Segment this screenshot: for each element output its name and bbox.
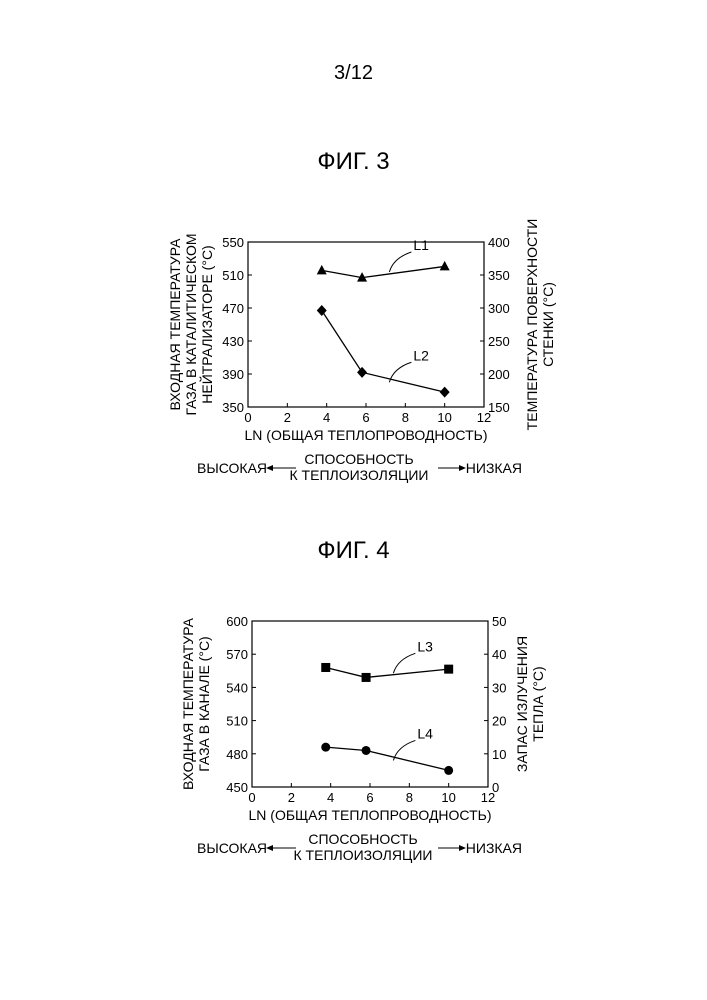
y-right-axis-label: СТЕНКИ (°C) <box>540 282 556 367</box>
x-tick-label: 4 <box>327 790 334 805</box>
x-tick-label: 0 <box>248 790 255 805</box>
figure-3-chart: 0 2 4 6 8 10 12 350 390 430 470 510 550 150 200 250 300 3… <box>167 219 556 483</box>
high-arrow-head <box>266 465 273 471</box>
x-axis-label: LN (ОБЩАЯ ТЕПЛОПРОВОДНОСТЬ) <box>245 427 488 443</box>
insulation-high-label: ВЫСОКАЯ <box>197 840 267 856</box>
y-right-tick-label: 40 <box>492 647 506 662</box>
y-left-tick-label: 480 <box>226 747 248 762</box>
figure-4-chart: 0 2 4 6 8 10 12 450 480 510 540 570 600 0 10 20 30 40 50 LN… <box>180 614 546 863</box>
y-left-axis-label: ВХОДНАЯ ТЕМПЕРАТУРА <box>167 238 183 411</box>
series-label-l1: L1 <box>413 237 429 253</box>
page-number: 3/12 <box>334 62 373 84</box>
plot-frame <box>251 620 489 788</box>
low-arrow-head <box>459 465 466 471</box>
y-left-tick-label: 430 <box>222 334 244 349</box>
x-tick-label: 2 <box>288 790 295 805</box>
series-label-l3: L3 <box>417 638 433 654</box>
y-left-tick-label: 350 <box>222 400 244 415</box>
data-point-l1 <box>316 264 327 275</box>
y-right-tick-label: 30 <box>492 680 506 695</box>
y-left-tick-label: 570 <box>226 647 248 662</box>
y-left-tick-label: 450 <box>226 780 248 795</box>
y-right-tick-label: 250 <box>488 334 510 349</box>
y-left-tick-label: 390 <box>222 367 244 382</box>
data-point-l1 <box>357 272 368 282</box>
y-left-tick-label: 550 <box>222 235 244 250</box>
y-left-axis-label: НЕЙТРАЛИЗАТОРЕ (°C) <box>198 245 215 403</box>
series-leader-l4 <box>392 739 416 761</box>
data-point-l4 <box>361 745 371 755</box>
x-tick-label: 4 <box>323 410 330 425</box>
y-left-tick-label: 510 <box>222 268 244 283</box>
x-tick-label: 2 <box>284 410 291 425</box>
x-tick-label: 10 <box>437 410 451 425</box>
y-right-tick-label: 20 <box>492 714 506 729</box>
y-right-tick-label: 50 <box>492 614 506 629</box>
y-left-axis-label: ГАЗА В КАНАЛЕ (°C) <box>196 636 212 771</box>
plot-frame <box>247 241 485 408</box>
y-right-axis-label: ТЕПЛА (°C) <box>530 666 546 741</box>
x-tick-label: 10 <box>441 790 455 805</box>
data-point-l3 <box>361 672 371 682</box>
x-axis-label: LN (ОБЩАЯ ТЕПЛОПРОВОДНОСТЬ) <box>249 807 492 823</box>
y-right-tick-label: 0 <box>492 780 499 795</box>
y-right-tick-label: 150 <box>488 400 510 415</box>
y-right-tick-label: 400 <box>488 235 510 250</box>
data-point-l1 <box>439 260 450 271</box>
x-tick-label: 0 <box>244 410 251 425</box>
insulation-low-label: НИЗКАЯ <box>466 460 522 476</box>
y-right-tick-label: 10 <box>492 747 506 762</box>
x-tick-label: 6 <box>362 410 369 425</box>
data-point-l3 <box>444 664 454 674</box>
series-line-l1 <box>321 265 445 279</box>
figure-4-title: ФИГ. 4 <box>317 537 390 564</box>
data-point-l3 <box>321 662 331 672</box>
data-point-l4 <box>444 765 454 775</box>
series-label-l4: L4 <box>417 725 433 741</box>
y-right-tick-label: 200 <box>488 367 510 382</box>
series-leader-l3 <box>392 652 416 674</box>
x-tick-label: 8 <box>402 410 409 425</box>
x-tick-label: 6 <box>366 790 373 805</box>
series-line-l3 <box>325 666 449 679</box>
x-tick-label: 12 <box>477 410 491 425</box>
insulation-high-label: ВЫСОКАЯ <box>197 460 267 476</box>
y-right-axis-label: ЗАПАС ИЗЛУЧЕНИЯ <box>514 636 530 772</box>
x-tick-label: 12 <box>481 790 495 805</box>
data-point-l2 <box>439 386 450 398</box>
y-left-tick-label: 600 <box>226 614 248 629</box>
y-left-tick-label: 540 <box>226 680 248 695</box>
data-point-l4 <box>321 742 331 752</box>
figure-3-title: ФИГ. 3 <box>317 148 390 175</box>
series-leader-l2 <box>388 361 412 383</box>
y-right-axis-label: ТЕМПЕРАТУРА ПОВЕРХНОСТИ <box>524 219 540 431</box>
series-leader-l1 <box>388 251 412 273</box>
series-line-l4 <box>325 746 449 772</box>
y-right-tick-label: 300 <box>488 301 510 316</box>
data-point-l2 <box>357 366 368 378</box>
data-point-l2 <box>316 304 327 316</box>
insulation-scale-label: К ТЕПЛОИЗОЛЯЦИИ <box>290 467 429 483</box>
high-arrow-head <box>266 845 273 851</box>
y-left-axis-label: ВХОДНАЯ ТЕМПЕРАТУРА <box>180 617 196 790</box>
insulation-scale-label: К ТЕПЛОИЗОЛЯЦИИ <box>294 847 433 863</box>
insulation-scale-label: СПОСОБНОСТЬ <box>308 831 417 847</box>
insulation-low-label: НИЗКАЯ <box>466 840 522 856</box>
series-label-l2: L2 <box>413 347 429 363</box>
y-left-tick-label: 470 <box>222 301 244 316</box>
insulation-scale-label: СПОСОБНОСТЬ <box>304 451 413 467</box>
x-tick-label: 8 <box>406 790 413 805</box>
y-right-tick-label: 350 <box>488 268 510 283</box>
low-arrow-head <box>459 845 466 851</box>
y-left-axis-label: ГАЗА В КАТАЛИТИЧЕСКОМ <box>183 233 199 415</box>
y-left-tick-label: 510 <box>226 714 248 729</box>
